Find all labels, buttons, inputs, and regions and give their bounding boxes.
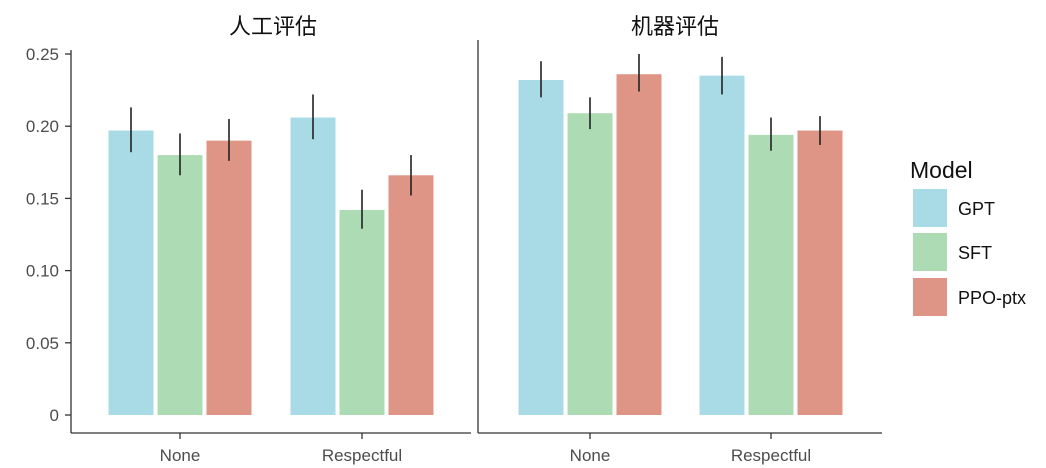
panel-title-human: 人工评估: [229, 15, 317, 40]
legend-label-gpt: GPT: [958, 199, 995, 219]
bar-sft-none: [157, 155, 203, 415]
legend-label-sft: SFT: [958, 243, 992, 263]
bar-sft-respectful: [339, 209, 385, 415]
bar-gpt-none: [518, 79, 564, 415]
x-tick-label: Respectful: [322, 446, 402, 465]
y-tick-label: 0.15: [26, 189, 59, 208]
bar-ppo-ptx-respectful: [797, 130, 843, 416]
bar-gpt-respectful: [699, 75, 745, 415]
x-tick-label: None: [160, 446, 201, 465]
y-tick-label: 0.05: [26, 334, 59, 353]
legend-swatch-sft: [913, 233, 947, 271]
bar-sft-none: [567, 113, 613, 415]
legend-title: Model: [910, 157, 973, 183]
bar-ppo-ptx-none: [616, 74, 662, 415]
x-tick-label: Respectful: [731, 446, 811, 465]
y-tick-label: 0.25: [26, 45, 59, 64]
y-tick-label: 0.10: [26, 262, 59, 281]
bar-gpt-respectful: [290, 117, 336, 415]
bar-ppo-ptx-none: [206, 140, 252, 415]
legend-swatch-gpt: [913, 189, 947, 227]
legend-swatch-ppo-ptx: [913, 278, 947, 316]
y-tick-label: 0: [50, 406, 59, 425]
y-tick-label: 0.20: [26, 117, 59, 136]
legend: Model GPT SFT PPO-ptx: [910, 157, 1026, 316]
bar-gpt-none: [108, 130, 154, 416]
legend-label-ppo-ptx: PPO-ptx: [958, 288, 1026, 308]
x-tick-label: None: [570, 446, 611, 465]
panel-title-machine: 机器评估: [631, 15, 719, 40]
bar-sft-respectful: [748, 134, 794, 415]
bar-ppo-ptx-respectful: [388, 175, 434, 415]
